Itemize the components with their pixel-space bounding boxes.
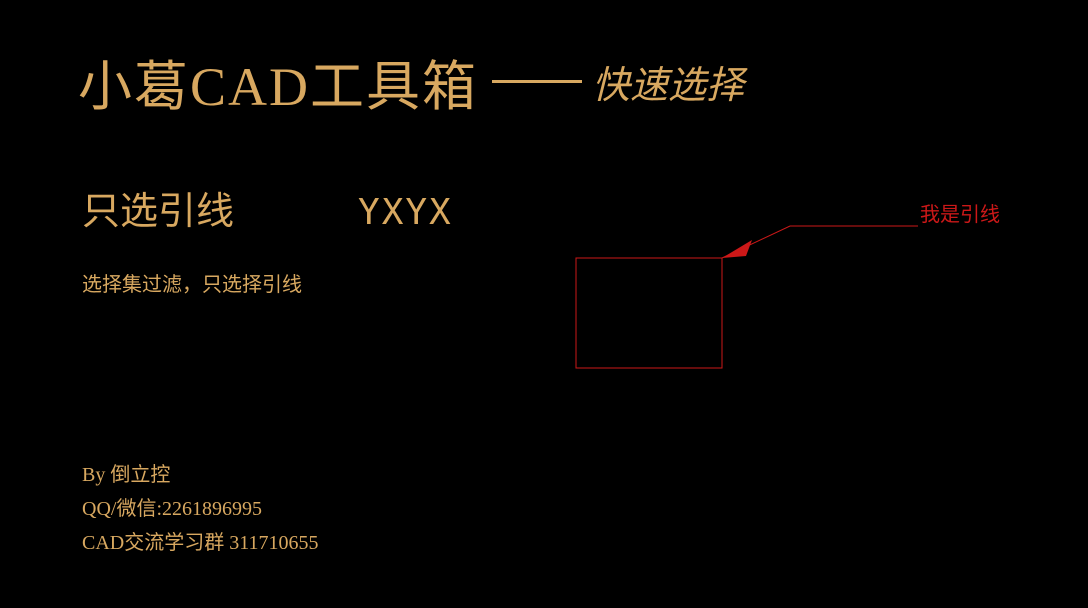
leader-label: 我是引线 (920, 198, 1000, 227)
author-group: CAD交流学习群 311710655 (82, 526, 318, 560)
feature-row: 只选引线 YXYX (82, 180, 453, 235)
author-block: By 倒立控 QQ/微信:2261896995 CAD交流学习群 3117106… (82, 458, 318, 560)
author-by: By 倒立控 (82, 458, 318, 492)
leader-rect (576, 258, 722, 368)
leader-line (722, 226, 918, 258)
leader-arrow-icon (722, 240, 752, 258)
title-sub: 快速选择 (592, 54, 744, 109)
feature-code: YXYX (358, 192, 453, 233)
title-group: 小葛CAD工具箱 快速选择 (78, 42, 744, 121)
feature-label: 只选引线 (82, 180, 234, 235)
feature-description: 选择集过滤，只选择引线 (82, 268, 302, 297)
author-qq: QQ/微信:2261896995 (82, 492, 318, 526)
title-main: 小葛CAD工具箱 (78, 42, 478, 121)
title-dash-icon (492, 80, 582, 83)
